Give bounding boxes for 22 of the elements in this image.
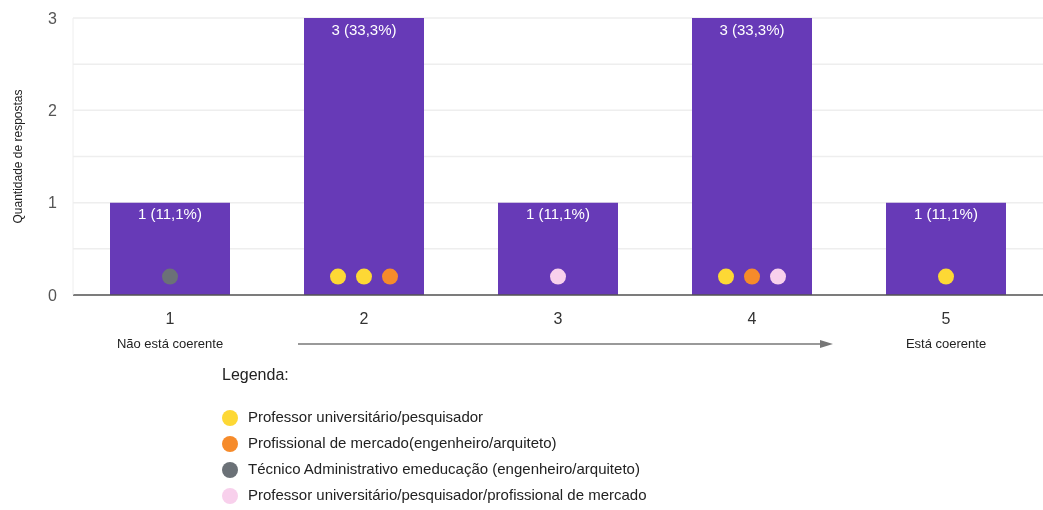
text: Está coerente [905, 335, 987, 351]
legend-label: Profissional de mercado(engenheiro/arquiteto) [248, 434, 557, 451]
y-tick-label: 0 [48, 286, 58, 304]
x-tick-label: 2 [359, 310, 369, 328]
data-label: 3 (33,3%) [719, 20, 785, 38]
legend-title: Legenda: [222, 365, 289, 385]
data-label: 3 (33,3%) [331, 20, 397, 38]
legend-label: Técnico Administrativo emeducação (engenheiro/arquiteto) [248, 460, 640, 477]
y-axis-title: Quantidade de respostas [11, 89, 25, 224]
y-tick-label: 3 [48, 9, 58, 27]
legend-label: Professor universitário/pesquisador/profissional de mercado [248, 486, 647, 503]
x-tick-label: 5 [941, 310, 951, 328]
data-label: 1 (11,1%) [914, 205, 978, 223]
y-tick-label: 2 [48, 102, 58, 120]
text: Não está coerente [116, 335, 224, 351]
x-tick-label: 4 [747, 310, 757, 328]
legend-label: Professor universitário/pesquisador [248, 408, 484, 425]
x-tick-label: 1 [165, 310, 175, 328]
y-tick-label: 1 [48, 194, 58, 212]
data-label: 1 (11,1%) [526, 205, 590, 223]
data-label: 1 (11,1%) [138, 205, 202, 223]
x-tick-label: 3 [553, 310, 563, 328]
